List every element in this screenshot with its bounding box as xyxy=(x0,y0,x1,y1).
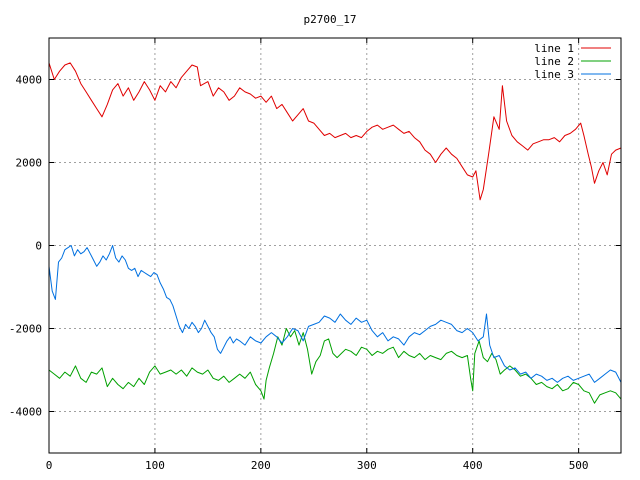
series-line-2 xyxy=(48,328,622,404)
y-tick-label: 0 xyxy=(35,240,42,253)
series-line-1 xyxy=(48,62,622,201)
x-tick-label: 100 xyxy=(145,459,165,472)
legend-label: line 3 xyxy=(534,68,574,81)
y-tick-label: 2000 xyxy=(16,157,43,170)
x-tick-label: 400 xyxy=(463,459,483,472)
x-tick-label: 200 xyxy=(251,459,271,472)
legend-label: line 1 xyxy=(534,42,574,55)
axis-ticks: 0 100 200 300 400 500 -4000 -2000 0 2000 4000 xyxy=(9,38,621,472)
x-tick-label: 0 xyxy=(46,459,53,472)
x-tick-label: 300 xyxy=(357,459,377,472)
legend-label: line 2 xyxy=(534,55,574,68)
y-tick-label: 4000 xyxy=(16,74,43,87)
y-tick-label: -2000 xyxy=(9,323,42,336)
y-tick-label: -4000 xyxy=(9,406,42,419)
grid xyxy=(49,38,621,453)
chart-title: p2700_17 xyxy=(304,13,357,26)
x-tick-label: 500 xyxy=(569,459,589,472)
series-lines xyxy=(48,62,622,404)
series-line-3 xyxy=(48,245,622,383)
